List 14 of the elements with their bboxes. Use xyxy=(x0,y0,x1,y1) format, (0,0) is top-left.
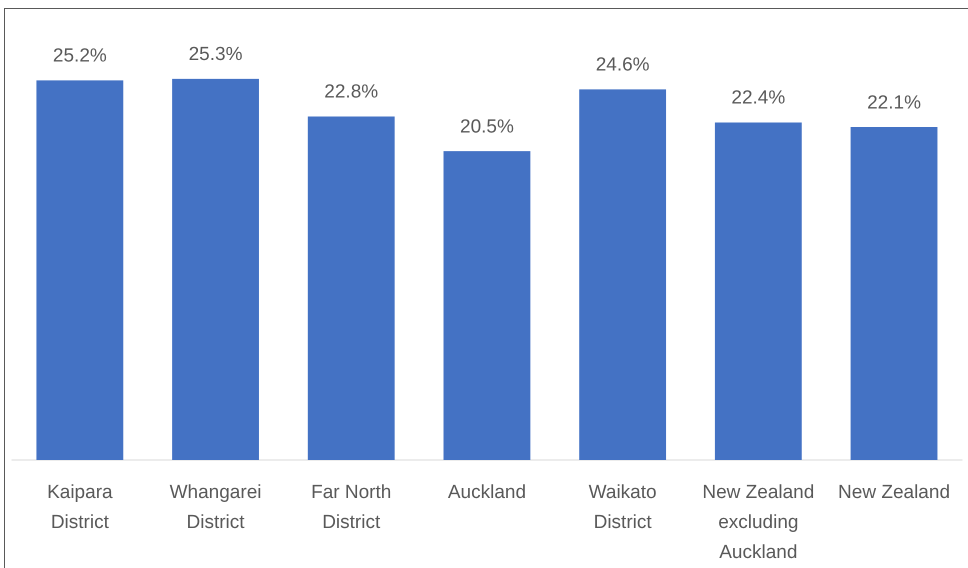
data-label: 22.1% xyxy=(867,92,922,114)
x-tick-label: Whangarei District xyxy=(170,482,262,534)
x-tick-label: New Zealand excluding Auckland xyxy=(702,482,814,564)
data-label: 25.3% xyxy=(188,44,243,66)
x-tick-label: New Zealand xyxy=(838,482,950,504)
x-tick-label: Waikato District xyxy=(588,482,657,534)
data-label: 24.6% xyxy=(596,54,650,76)
x-tick-label: Auckland xyxy=(448,482,526,504)
x-tick-label: Kaipara District xyxy=(47,482,114,534)
x-tick-label: Far North District xyxy=(311,482,392,534)
data-label: 22.4% xyxy=(731,88,786,109)
data-label: 22.8% xyxy=(324,82,378,103)
data-label: 20.5% xyxy=(460,116,514,138)
data-label: 25.2% xyxy=(52,46,107,67)
